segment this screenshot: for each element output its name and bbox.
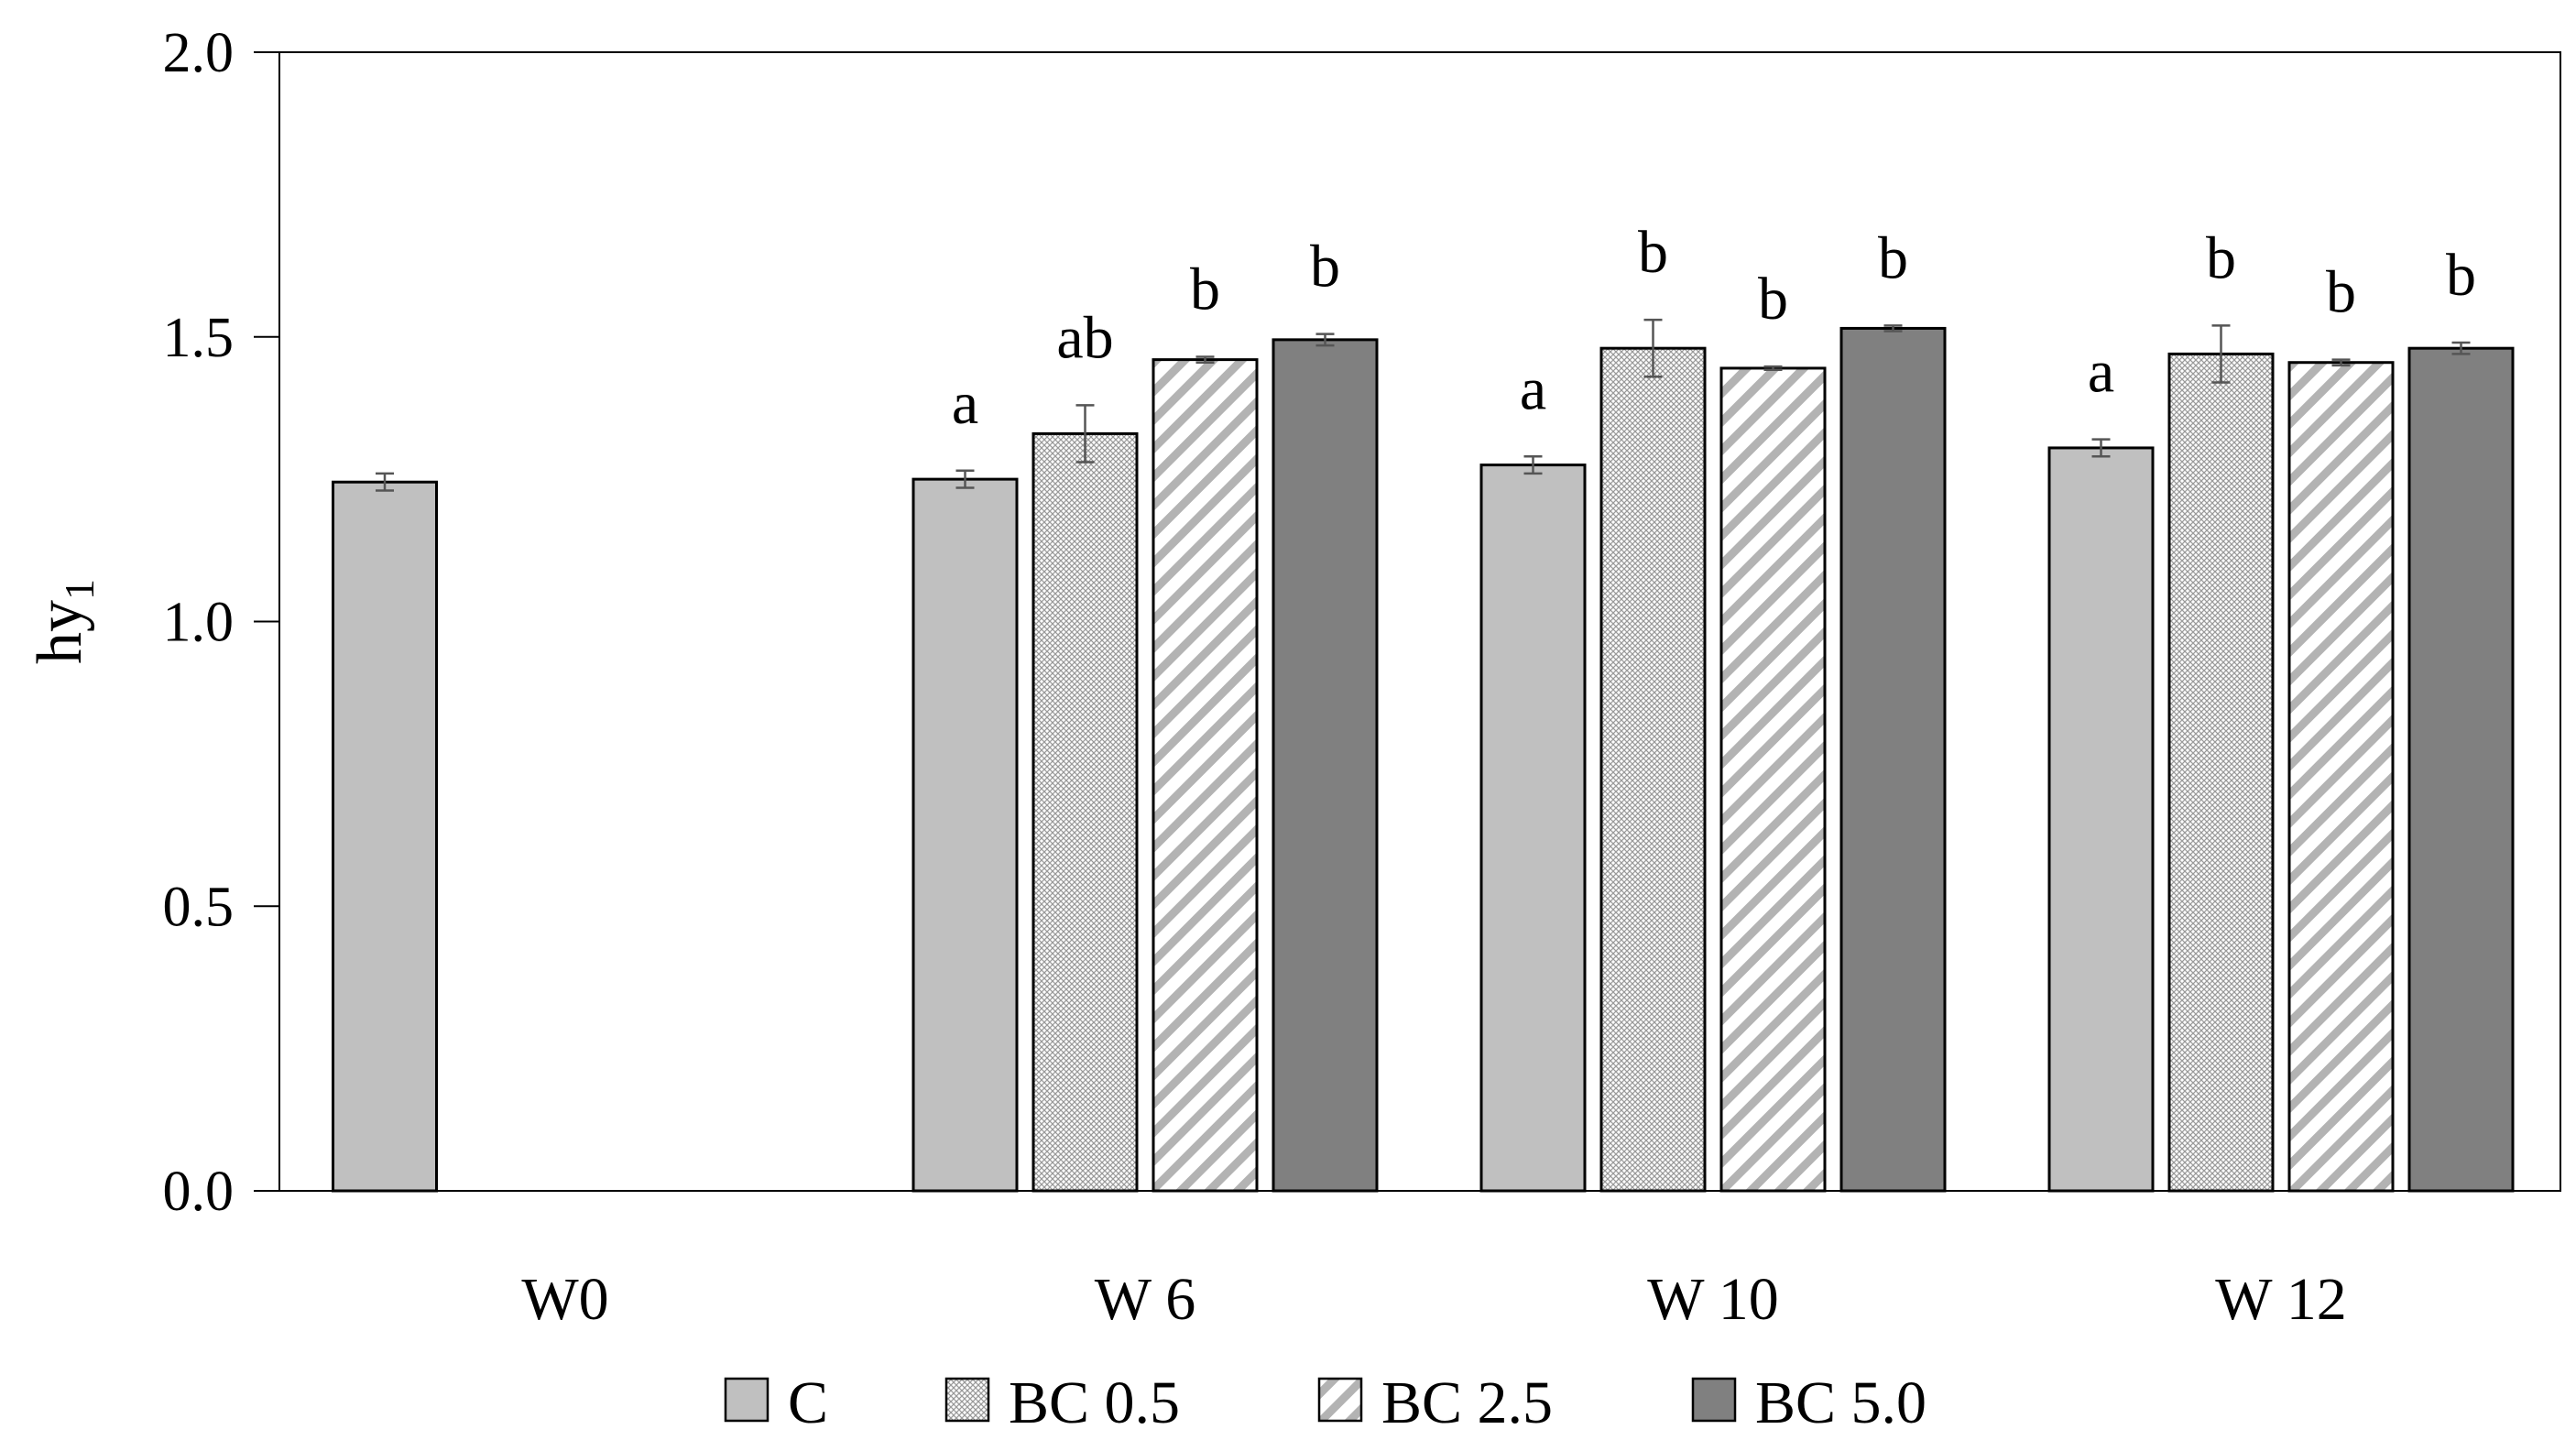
bar-BC-0_5-W10: [1599, 346, 1707, 1193]
significance-letter: b: [2446, 242, 2476, 309]
y-axis-label-text: hy: [25, 600, 95, 664]
significance-letter: a: [1520, 355, 1546, 422]
y-tick-label: 0.0: [163, 1161, 235, 1223]
significance-letter: b: [2206, 224, 2236, 291]
bar-C-W6: [911, 477, 1019, 1193]
legend-label: BC 5.0: [1755, 1369, 1927, 1436]
y-tick-label: 1.0: [163, 592, 235, 654]
legend-swatch-BC-5_0: [1691, 1377, 1737, 1423]
significance-letter: ab: [1056, 304, 1113, 371]
y-axis-label-subscript: 1: [56, 579, 103, 600]
legend-swatch-BC-2_5: [1317, 1377, 1363, 1423]
significance-letter: a: [2088, 339, 2114, 406]
legend-swatch-C: [724, 1377, 770, 1423]
x-category-label: W 10: [1647, 1266, 1779, 1333]
x-category-label: W 12: [2215, 1266, 2347, 1333]
legend-swatch-BC-0_5: [944, 1377, 990, 1423]
bar-BC-2_5-W12: [2287, 361, 2395, 1193]
bar-BC-2_5-W6: [1152, 358, 1259, 1193]
x-category-label: W 6: [1095, 1266, 1196, 1333]
y-tick-label: 2.0: [163, 22, 235, 84]
bar-BC-5_0-W10: [1839, 326, 1947, 1193]
significance-letter: b: [1878, 224, 1908, 291]
significance-letter: a: [952, 370, 978, 437]
bar-BC-5_0-W12: [2407, 346, 2515, 1193]
bar-C-W10: [1479, 464, 1587, 1193]
bar-C-W0: [332, 480, 438, 1193]
bar-BC-2_5-W10: [1719, 366, 1827, 1193]
y-tick-label: 0.5: [163, 876, 235, 938]
y-tick-label: 1.5: [163, 307, 235, 369]
y-axis-label: hy1: [25, 579, 103, 664]
bar-BC-0_5-W6: [1031, 431, 1139, 1193]
bar-BC-0_5-W12: [2167, 352, 2275, 1193]
significance-letter: b: [1310, 234, 1340, 300]
legend-label: C: [788, 1369, 828, 1436]
legend-label: BC 0.5: [1009, 1369, 1180, 1436]
significance-letter: b: [1190, 256, 1220, 323]
significance-letter: b: [1638, 219, 1668, 286]
bar-C-W12: [2047, 446, 2155, 1193]
x-category-label: W0: [521, 1266, 608, 1333]
bar-BC-5_0-W6: [1272, 338, 1379, 1193]
significance-letter: b: [2326, 259, 2356, 326]
significance-letter: b: [1758, 266, 1788, 333]
legend-label: BC 2.5: [1381, 1369, 1553, 1436]
